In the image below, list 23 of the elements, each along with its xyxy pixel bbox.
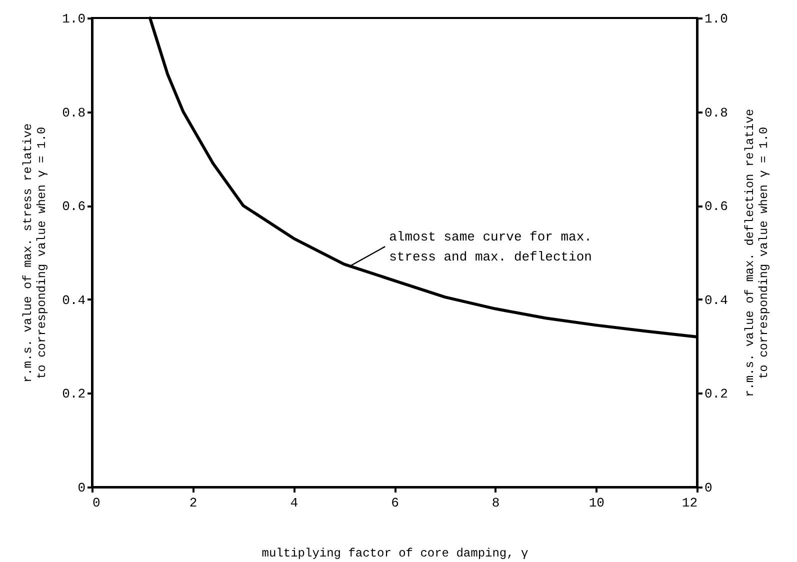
y2-tick-label: 0.2 <box>704 386 728 402</box>
x-tick-label: 8 <box>492 496 500 510</box>
x-tick-label: 6 <box>391 496 399 510</box>
y-axis-title: r.m.s. value of max. stress relative to corresponding value when γ = 1.0 <box>21 123 50 383</box>
x-tick-label: 0 <box>92 496 100 510</box>
y2-tick-label: 0.8 <box>704 105 728 120</box>
x-axis-title: multiplying factor of core damping, γ <box>262 546 528 560</box>
y-tick-label: 0.6 <box>62 199 86 214</box>
x-tick-label: 12 <box>682 496 698 510</box>
y-tick-label: 0.4 <box>62 292 86 308</box>
x-tick-label: 4 <box>290 496 298 510</box>
y2-tick-label: 0.6 <box>704 199 728 214</box>
y-tick-label: 0.8 <box>62 105 86 120</box>
y-tick-label: 0.2 <box>62 386 86 402</box>
x-tick-label: 2 <box>189 496 198 510</box>
annotation: almost same curve for max. stress and max. deflection <box>389 230 592 265</box>
x-tick-label: 10 <box>588 496 604 510</box>
y2-tick-label: 0.4 <box>704 292 728 308</box>
y2-tick-label: 0 <box>704 480 712 496</box>
y-tick-label: 0 <box>78 480 86 496</box>
y2-tick-label: 1.0 <box>704 12 728 26</box>
y-tick-label: 1.0 <box>62 12 86 26</box>
y2-axis-title: r.m.s. value of max. deflection relative to corresponding value when γ = 1.0 <box>742 108 771 398</box>
